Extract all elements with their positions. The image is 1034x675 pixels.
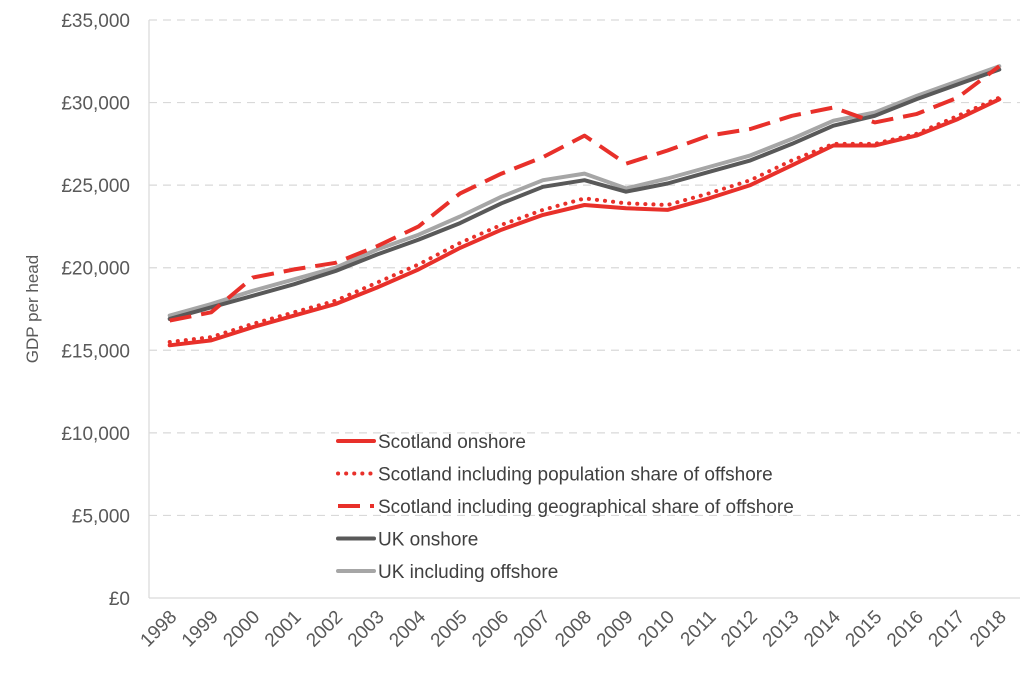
y-tick-label: £35,000 bbox=[61, 11, 130, 32]
series-line-4 bbox=[167, 67, 1002, 321]
x-tick-label: 2007 bbox=[510, 607, 555, 652]
x-tick-label: 2014 bbox=[800, 606, 845, 651]
x-tick-label: 2013 bbox=[759, 607, 804, 652]
gridlines bbox=[149, 19, 1020, 517]
x-tick-label: 2015 bbox=[842, 607, 887, 652]
series-line-3 bbox=[169, 64, 1001, 323]
legend-label: Scotland including population share of o… bbox=[378, 465, 773, 486]
x-tick-label: 2000 bbox=[219, 607, 264, 652]
y-axis-label: GDP per head bbox=[23, 255, 42, 363]
series-line-5 bbox=[167, 64, 1002, 318]
legend-label: UK including offshore bbox=[378, 562, 558, 583]
y-tick-label: £5,000 bbox=[72, 506, 130, 527]
x-tick-label: 2012 bbox=[717, 607, 762, 652]
y-tick-label: £0 bbox=[109, 589, 130, 610]
y-tick-label: £20,000 bbox=[61, 259, 130, 280]
x-tick-label: 2016 bbox=[883, 607, 928, 652]
x-tick-labels: 1998199920002001200220032004200520062007… bbox=[137, 606, 1011, 651]
legend: Scotland onshore Scotland including popul… bbox=[336, 432, 794, 583]
x-tick-label: 2001 bbox=[261, 607, 306, 652]
y-tick-label: £25,000 bbox=[61, 176, 130, 197]
x-tick-label: 2009 bbox=[593, 607, 638, 652]
x-tick-label: 2011 bbox=[677, 607, 721, 651]
x-tick-label: 1998 bbox=[137, 607, 182, 652]
y-tick-labels: £0 £5,000 £10,000 £15,000 £20,000 £25,000 £30,… bbox=[61, 11, 130, 610]
y-tick-label: £15,000 bbox=[61, 341, 130, 362]
x-tick-label: 2017 bbox=[925, 607, 970, 652]
x-tick-label: 2010 bbox=[634, 607, 679, 652]
legend-label: UK onshore bbox=[378, 530, 478, 551]
x-tick-label: 2018 bbox=[966, 607, 1011, 652]
legend-label: Scotland including geographical share of… bbox=[378, 497, 794, 518]
y-tick-label: £30,000 bbox=[61, 94, 130, 115]
x-tick-label: 1999 bbox=[178, 607, 223, 652]
x-tick-label: 2006 bbox=[468, 607, 513, 652]
x-tick-label: 2003 bbox=[344, 607, 389, 652]
y-tick-label: £10,000 bbox=[61, 424, 130, 445]
x-tick-label: 2005 bbox=[427, 607, 472, 652]
x-tick-label: 2008 bbox=[551, 607, 596, 652]
x-tick-label: 2002 bbox=[302, 607, 347, 652]
x-tick-label: 2004 bbox=[385, 606, 430, 651]
series-line-2 bbox=[167, 95, 1002, 344]
legend-label: Scotland onshore bbox=[378, 432, 526, 453]
series-lines bbox=[167, 64, 1002, 348]
